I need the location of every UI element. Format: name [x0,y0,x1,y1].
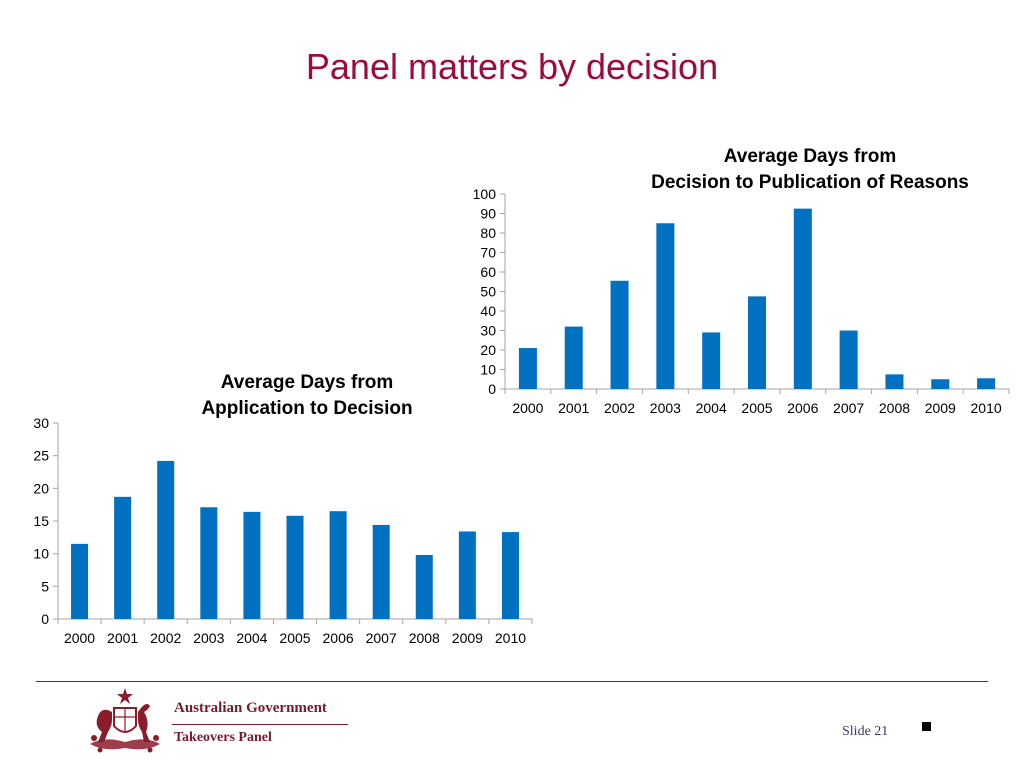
chart-1-x-tick-label: 2005 [279,630,310,646]
chart-2-bar-2003 [656,223,675,389]
chart-2-bar-2001 [564,326,583,389]
chart-2-bar-2004 [702,332,721,389]
org-name: Australian Government [174,700,327,716]
chart-1-x-tick-label: 2000 [64,630,95,646]
chart-2-bar-2007 [839,330,858,389]
chart-1-bar-2006 [329,511,347,619]
chart-1-y-tick-label: 10 [33,546,49,562]
chart-2-y-tick-label: 10 [480,362,496,378]
government-logo: Australian Government Takeovers Panel [84,686,364,756]
chart-2-y-tick-label: 40 [480,303,496,319]
chart-2-title: Average Days from Decision to Publicatio… [600,144,1020,196]
chart-1-x-tick-label: 2006 [323,630,354,646]
chart-1-bar-2008 [415,554,433,619]
chart-1-title: Average Days from Application to Decisio… [150,370,464,422]
chart-2-x-tick-label: 2005 [741,400,772,416]
chart-2-y-tick-label: 50 [480,284,496,300]
chart-2-x-tick-label: 2000 [512,400,543,416]
chart-1-x-tick-label: 2001 [107,630,138,646]
chart-1-bar-2009 [458,531,476,619]
chart-2-x-tick-label: 2003 [650,400,681,416]
chart-2-y-tick-label: 0 [488,381,496,397]
chart-2-x-tick-label: 2006 [787,400,818,416]
chart-1-bar-2010 [501,532,519,619]
chart-2-y-tick-label: 20 [480,342,496,358]
chart-1-bar-2003 [200,507,218,619]
chart-1-title-line-2: Application to Decision [201,398,413,419]
chart-2-bar-2005 [748,296,766,389]
chart-2-title-line-2: Decision to Publication of Reasons [651,172,969,193]
org-divider [172,724,348,725]
chart-2-y-tick-label: 30 [480,323,496,339]
chart-1-bar-2001 [114,496,132,619]
chart-2-y-tick-label: 90 [480,206,496,222]
chart-2-y-tick-label: 80 [480,225,496,241]
chart-1-y-tick-label: 5 [41,578,49,594]
chart-2-bar-2009 [931,379,950,389]
chart-1-title-line-1: Average Days from [220,372,394,393]
chart-1-x-tick-label: 2009 [452,630,483,646]
chart-1-y-tick-label: 0 [41,611,49,627]
chart-2-x-tick-label: 2008 [879,400,910,416]
org-subname: Takeovers Panel [174,730,272,745]
bullet-square-icon [922,722,931,731]
chart-2-x-tick-label: 2002 [604,400,635,416]
chart-1-y-tick-label: 30 [33,415,49,431]
chart-2-bar-2010 [977,378,996,389]
chart-1-bar-2004 [243,511,261,619]
chart-2-y-tick-label: 60 [480,264,496,280]
chart-2-y-tick-label: 100 [473,186,497,202]
chart-2-y-tick-label: 70 [480,245,496,261]
chart-1-x-tick-label: 2007 [366,630,397,646]
chart-2-title-line-1: Average Days from [723,146,897,167]
footer-divider [36,681,988,682]
chart-2-x-tick-label: 2010 [971,400,1002,416]
chart-1-x-tick-label: 2002 [150,630,181,646]
chart-1-x-tick-label: 2008 [409,630,440,646]
chart-1-y-tick-label: 25 [33,448,49,464]
chart-1-y-tick-label: 20 [33,480,49,496]
chart-1-bar-2005 [286,515,304,619]
chart-2-x-tick-label: 2007 [833,400,864,416]
chart-1-bar-2002 [157,460,175,619]
chart-2-bar-2000 [518,348,537,389]
chart-2-x-tick-label: 2009 [925,400,956,416]
chart-1-bar-2000 [71,543,89,619]
chart-1-bar-2007 [372,524,390,619]
chart-1-x-tick-label: 2003 [193,630,224,646]
chart-2-x-tick-label: 2001 [558,400,589,416]
coat-of-arms-icon [90,688,160,753]
chart-2-x-tick-label: 2004 [696,400,727,416]
chart-1-y-tick-label: 15 [33,513,49,529]
chart-1-x-tick-label: 2010 [495,630,526,646]
slide-number: Slide 21 [842,724,889,739]
chart-1-x-tick-label: 2004 [236,630,267,646]
chart-2-bar-2006 [793,208,812,389]
slide-title: Panel matters by decision [305,46,719,87]
chart-2-bar-2002 [610,280,629,389]
chart-2-bar-2008 [885,374,904,389]
